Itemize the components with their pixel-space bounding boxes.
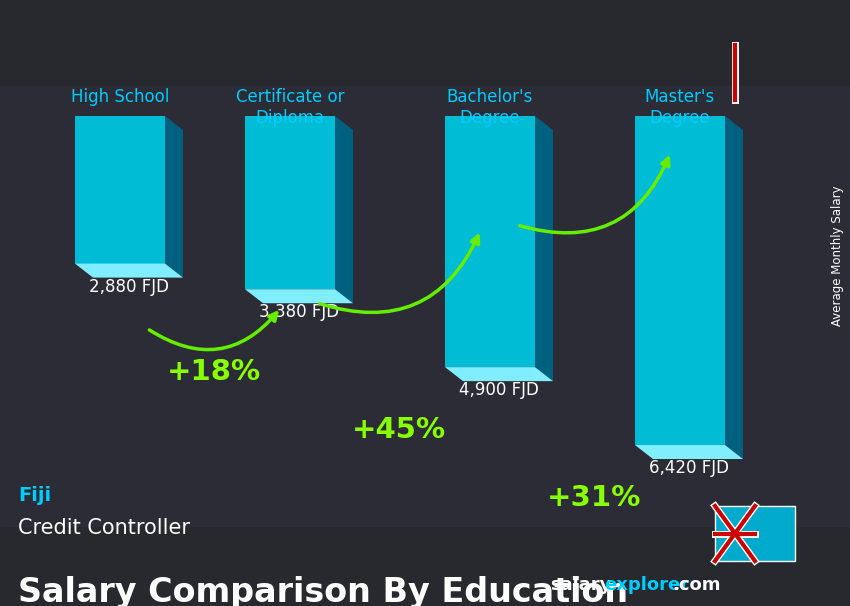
Text: Average Monthly Salary: Average Monthly Salary [831, 185, 845, 326]
Text: High School: High School [71, 88, 169, 106]
Polygon shape [725, 116, 743, 459]
Text: Salary Comparison By Education: Salary Comparison By Education [18, 576, 628, 606]
Polygon shape [535, 116, 553, 381]
Text: Bachelor's
Degree: Bachelor's Degree [447, 88, 533, 127]
Text: Credit Controller: Credit Controller [18, 518, 190, 538]
Text: .com: .com [672, 576, 721, 594]
Text: 2,880 FJD: 2,880 FJD [89, 278, 169, 296]
Text: +31%: +31% [547, 484, 641, 512]
Text: +45%: +45% [352, 416, 446, 444]
Bar [75, 116, 165, 264]
Text: Certificate or
Diploma: Certificate or Diploma [235, 88, 344, 127]
Bar [245, 116, 335, 289]
Text: 6,420 FJD: 6,420 FJD [649, 459, 729, 477]
Text: 3,380 FJD: 3,380 FJD [259, 303, 339, 321]
Polygon shape [165, 116, 183, 278]
Text: salary: salary [550, 576, 611, 594]
Text: 4,900 FJD: 4,900 FJD [459, 381, 539, 399]
Polygon shape [75, 264, 183, 278]
Bar [445, 116, 535, 367]
Polygon shape [635, 445, 743, 459]
Bar [0, 86, 850, 526]
Text: explorer: explorer [604, 576, 689, 594]
Text: Fiji: Fiji [18, 486, 51, 505]
Text: +18%: +18% [167, 358, 261, 386]
Bar [635, 116, 725, 445]
Text: Master's
Degree: Master's Degree [645, 88, 715, 127]
Polygon shape [445, 367, 553, 381]
Bar [715, 506, 795, 561]
Polygon shape [335, 116, 353, 303]
Polygon shape [245, 289, 353, 303]
